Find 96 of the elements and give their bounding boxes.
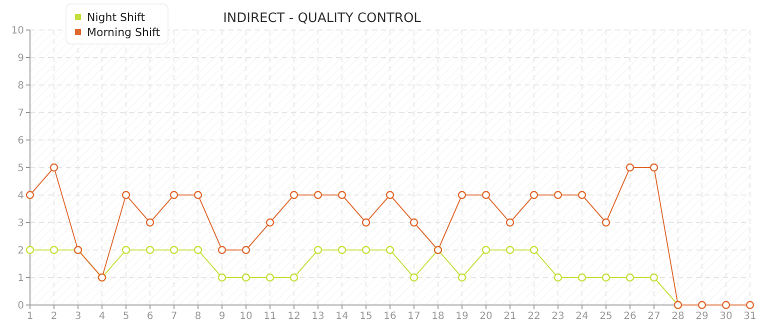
point	[218, 273, 226, 282]
point	[194, 190, 202, 200]
point	[602, 273, 610, 282]
point	[746, 300, 754, 310]
point	[530, 190, 538, 200]
y-tick-label: 2	[18, 246, 24, 256]
point	[170, 190, 178, 200]
point	[242, 273, 250, 282]
x-tick-label: 2	[50, 311, 58, 320]
point	[26, 190, 34, 200]
point	[698, 300, 706, 310]
point	[338, 246, 346, 254]
x-tick-label: 5	[122, 311, 130, 320]
x-tick-label: 4	[98, 311, 106, 320]
point	[386, 190, 394, 200]
chart-title: INDIRECT - QUALITY CONTROL	[223, 11, 422, 26]
point	[50, 246, 58, 254]
point	[266, 218, 274, 227]
point	[626, 273, 634, 282]
point	[506, 246, 514, 254]
x-tick-label: 11	[264, 311, 276, 320]
x-tick-label: 30	[720, 311, 732, 320]
point	[506, 218, 514, 227]
point	[266, 273, 274, 282]
x-tick-label: 13	[312, 311, 324, 320]
point	[410, 218, 418, 227]
x-tick-label: 6	[146, 311, 154, 320]
x-tick-label: 14	[336, 311, 348, 320]
point	[650, 163, 658, 172]
point	[362, 246, 370, 254]
point	[290, 273, 298, 282]
point	[602, 218, 610, 227]
x-tick-label: 22	[528, 311, 540, 320]
y-tick-label: 7	[18, 108, 24, 119]
point	[554, 190, 562, 200]
point	[314, 246, 322, 254]
x-tick-label: 24	[576, 311, 588, 320]
x-tick-label: 25	[600, 311, 612, 320]
x-tick-label: 1	[26, 311, 34, 320]
x-tick-label: 26	[624, 311, 636, 320]
legend-label: Night Shift	[87, 10, 146, 24]
point	[578, 190, 586, 200]
point	[554, 273, 562, 282]
point	[722, 300, 730, 310]
y-tick-label: 1	[18, 273, 24, 284]
y-tick-label: 5	[18, 163, 24, 174]
x-tick-label: 17	[408, 311, 420, 320]
point	[626, 163, 634, 172]
x-tick-label: 15	[360, 311, 372, 320]
point	[122, 246, 130, 254]
y-tick-label: 3	[18, 218, 24, 229]
y-tick-label: 0	[18, 300, 24, 312]
point	[482, 246, 490, 254]
point	[530, 246, 538, 254]
x-tick-label: 28	[672, 311, 684, 320]
point	[650, 273, 658, 282]
y-tick-label: 6	[18, 136, 24, 146]
x-tick-label: 16	[384, 311, 396, 320]
point	[122, 190, 130, 200]
point	[26, 246, 34, 254]
y-tick-label: 10	[11, 26, 24, 36]
point	[410, 273, 418, 282]
x-tick-label: 23	[552, 311, 564, 320]
point	[362, 218, 370, 227]
point	[146, 246, 154, 254]
x-tick-label: 7	[170, 311, 178, 320]
x-tick-label: 3	[74, 311, 82, 320]
x-tick-label: 10	[240, 311, 252, 320]
x-tick-label: 29	[696, 311, 708, 320]
point	[458, 273, 466, 282]
x-tick-label: 12	[288, 311, 300, 320]
point	[218, 246, 226, 254]
x-tick-label: 31	[744, 311, 756, 320]
x-tick-label: 21	[504, 311, 516, 320]
point	[314, 190, 322, 200]
x-tick-label: 8	[194, 311, 202, 320]
point	[290, 190, 298, 200]
point	[242, 246, 250, 254]
point	[338, 190, 346, 200]
point	[170, 246, 178, 254]
point	[146, 218, 154, 227]
x-tick-label: 19	[456, 311, 468, 320]
x-tick-label: 18	[432, 311, 444, 320]
y-tick-label: 9	[18, 53, 24, 64]
x-tick-label: 20	[480, 311, 492, 320]
x-tick-label: 9	[218, 311, 226, 320]
y-tick-label: 4	[18, 190, 24, 202]
x-tick-label: 27	[648, 311, 660, 320]
point	[458, 190, 466, 200]
point	[578, 273, 586, 282]
point	[386, 246, 394, 254]
point	[482, 190, 490, 200]
point	[194, 246, 202, 254]
point	[50, 163, 58, 172]
legend-label: Morning Shift	[87, 26, 161, 39]
y-tick-label: 8	[18, 80, 24, 92]
